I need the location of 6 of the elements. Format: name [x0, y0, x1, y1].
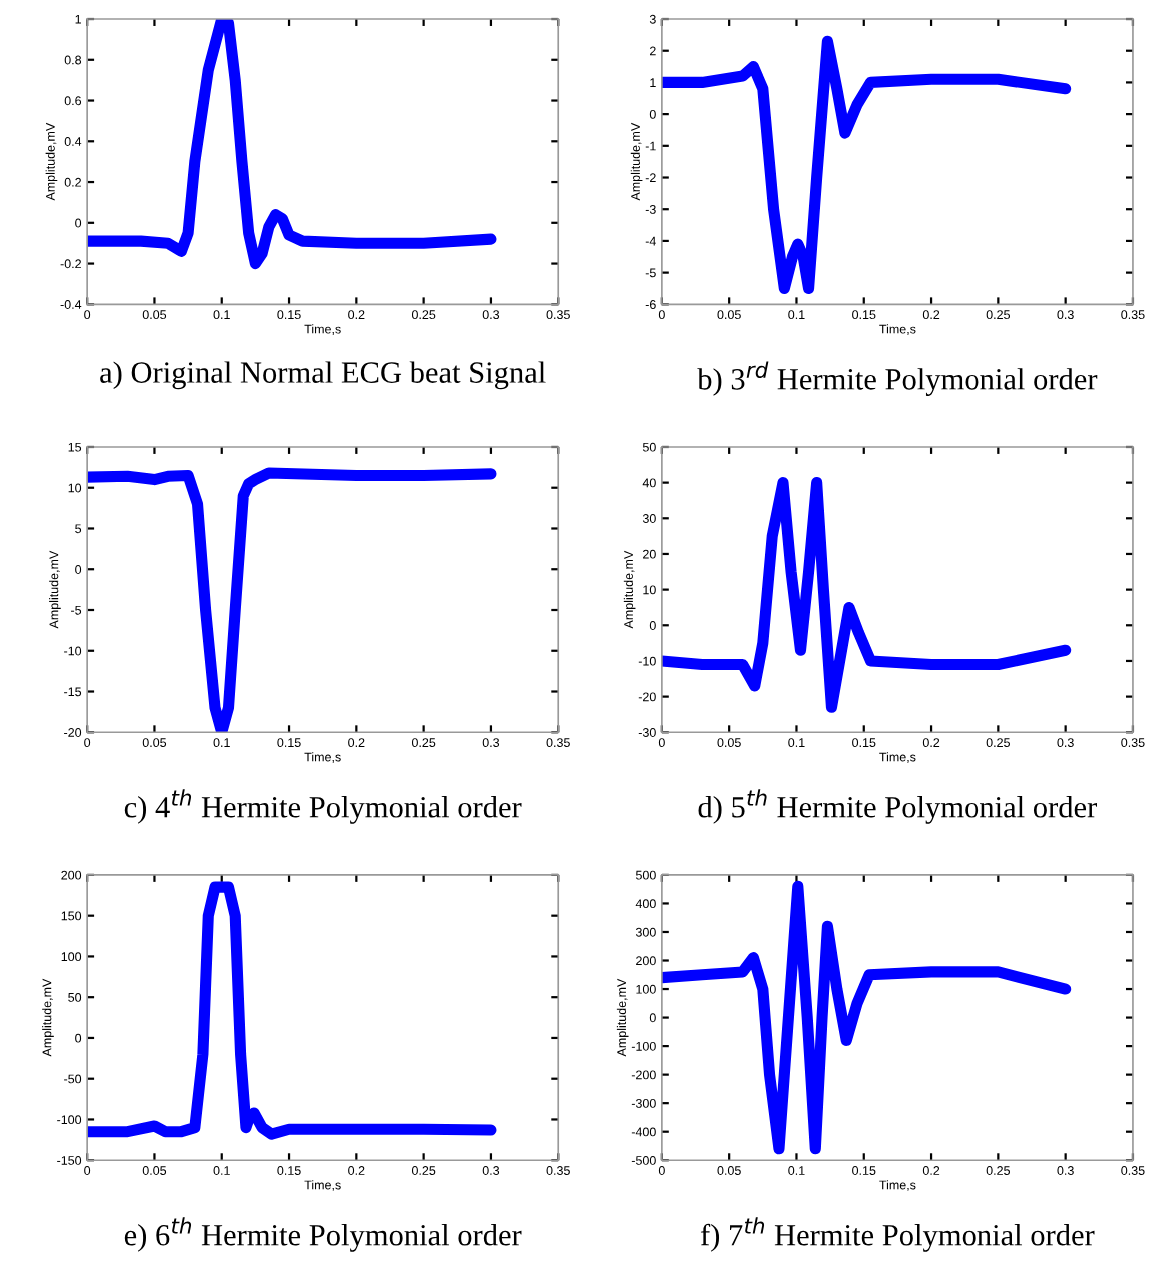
- text: a) Original Normal ECG beat Signal: [100, 361, 546, 390]
- text: e) 6$^{th}$ Hermite Polymonial order: [124, 1217, 522, 1252]
- text: f) 7$^{th}$ Hermite Polymonial order: [700, 1217, 1095, 1252]
- text: c) 4$^{th}$ Hermite Polymonial order: [124, 789, 522, 824]
- text: b) 3$^{rd}$ Hermite Polymonial order: [697, 361, 1098, 396]
- text: d) 5$^{th}$ Hermite Polymonial order: [698, 789, 1097, 824]
